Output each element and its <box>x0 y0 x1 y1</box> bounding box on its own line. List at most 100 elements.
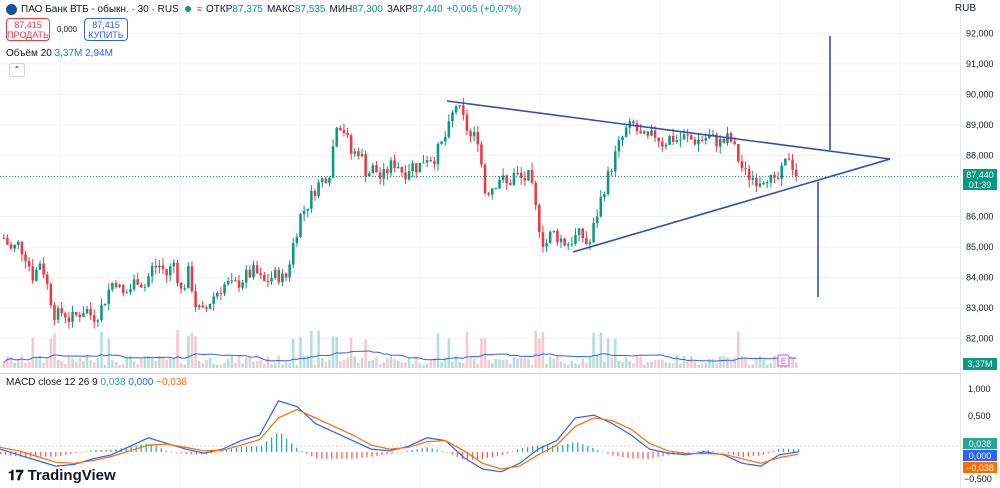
volume-bar <box>751 364 755 368</box>
candle-body <box>190 266 194 292</box>
buy-button[interactable]: 87,415 КУПИТЬ <box>84 18 128 41</box>
macd-hist-bar <box>552 446 554 452</box>
price-axis[interactable]: 92,000 91,000 90,000 89,000 88,000 86,000 85,0… <box>966 28 994 343</box>
candle-body <box>74 312 78 315</box>
candle-body <box>357 151 360 157</box>
volume-bar <box>697 364 700 368</box>
macd-hist-bar <box>617 451 619 457</box>
volume-legend[interactable]: Объём 20 3,37M 2,94M <box>6 48 113 59</box>
macd-hist-bar <box>306 451 308 454</box>
macd-hist-bar <box>537 445 539 452</box>
candle-body <box>715 134 718 147</box>
macd-hist-bar <box>366 451 368 458</box>
volume-bar <box>78 357 82 368</box>
volume-bar <box>64 363 67 368</box>
candle-body <box>161 265 165 270</box>
volume-bar <box>386 358 389 368</box>
macd-hist-bar <box>717 451 719 453</box>
volume-bar <box>230 355 234 368</box>
volume-bar <box>505 359 509 368</box>
close-label: ЗАКР <box>386 3 413 15</box>
candle-body <box>733 141 736 145</box>
candle-body <box>20 241 24 255</box>
candle-body <box>505 175 509 184</box>
volume-bar <box>172 357 176 368</box>
volume-bar <box>324 361 328 368</box>
volume-bar <box>277 355 281 368</box>
volume-bar <box>38 355 42 368</box>
candle-body <box>646 131 650 136</box>
volume-bar <box>339 360 342 368</box>
macd-hist-bar <box>311 451 313 457</box>
price-tick: 85,000 <box>966 242 994 252</box>
currency-label[interactable]: RUB <box>954 3 976 14</box>
volume-bar <box>624 357 628 368</box>
volume-bar <box>693 361 697 368</box>
candle-body <box>100 305 103 321</box>
candle-body <box>273 269 277 278</box>
candle-body <box>378 172 382 179</box>
candle-body <box>509 183 512 185</box>
volume-bar <box>31 337 35 368</box>
candle-body <box>411 163 414 172</box>
candle-body <box>585 238 588 244</box>
macd-hist-bar <box>627 451 629 459</box>
volume-bar <box>451 361 454 368</box>
macd-histogram <box>0 433 800 460</box>
candle-body <box>603 194 606 197</box>
candle-body <box>13 244 16 249</box>
candle-body <box>606 170 610 195</box>
macd-hist-bar <box>326 451 328 459</box>
volume-bar <box>682 356 686 368</box>
volume-bar <box>639 356 642 368</box>
collapse-legend-icon[interactable]: ⌃ <box>9 63 25 77</box>
macd-hist-bar <box>481 451 484 459</box>
volume-bar <box>67 355 71 368</box>
upper-trendline[interactable] <box>446 100 891 160</box>
price-tick: 82,000 <box>966 334 994 344</box>
volume-bar <box>288 362 291 368</box>
macd-legend[interactable]: MACD close 12 26 9 0,038 0,000 −0,038 <box>6 377 187 388</box>
macd-hist-bar <box>316 451 318 459</box>
macd-hist-bar <box>702 450 704 452</box>
macd-tick: −0,500 <box>964 474 992 484</box>
event-marker[interactable] <box>777 354 790 367</box>
sell-button[interactable]: 87,415 ПРОДАТЬ <box>6 18 50 41</box>
symbol-title[interactable]: ПАО Банк ВТБ - обыкн. · 30 · RUS <box>21 3 179 15</box>
volume-bar <box>646 362 650 368</box>
price-tick: 89,000 <box>966 120 994 130</box>
volume-bar <box>234 362 237 368</box>
volume-bar <box>310 330 313 368</box>
tradingview-logo[interactable]: 𝟏𝟕 TradingView <box>8 467 116 484</box>
volume-bar <box>49 339 53 368</box>
macd-hist-bar <box>160 448 162 452</box>
volume-bar <box>244 357 248 368</box>
candle-body <box>425 160 429 163</box>
volume-bar <box>733 357 736 368</box>
volume-bar <box>132 361 136 368</box>
signal-line <box>0 408 799 470</box>
volume-bar <box>17 360 20 368</box>
ohlc-close: ЗАКР87,440 <box>387 4 443 15</box>
macd-hist-bar <box>35 451 37 457</box>
volume-bar <box>556 355 559 368</box>
low-value: 87,300 <box>352 3 383 15</box>
volume-bar <box>628 360 632 368</box>
triangle-drawing[interactable] <box>446 36 891 297</box>
volume-bar <box>56 360 60 368</box>
volume-bar <box>436 333 440 368</box>
candle-body <box>306 208 310 211</box>
candle-body <box>121 284 125 294</box>
macd-hist-bar <box>245 446 248 452</box>
volume-bar <box>541 331 545 368</box>
volume-bar <box>422 364 425 368</box>
macd-axis[interactable]: 1,000 0,500 −0,500 <box>964 384 992 484</box>
candle-body <box>96 320 100 322</box>
candle-body <box>71 312 74 322</box>
macd-hist-bar <box>456 451 458 457</box>
volume-bar <box>762 359 765 368</box>
macd-hist-bar <box>40 451 42 457</box>
vtb-logo-icon <box>6 3 17 15</box>
lower-trendline[interactable] <box>572 158 891 253</box>
